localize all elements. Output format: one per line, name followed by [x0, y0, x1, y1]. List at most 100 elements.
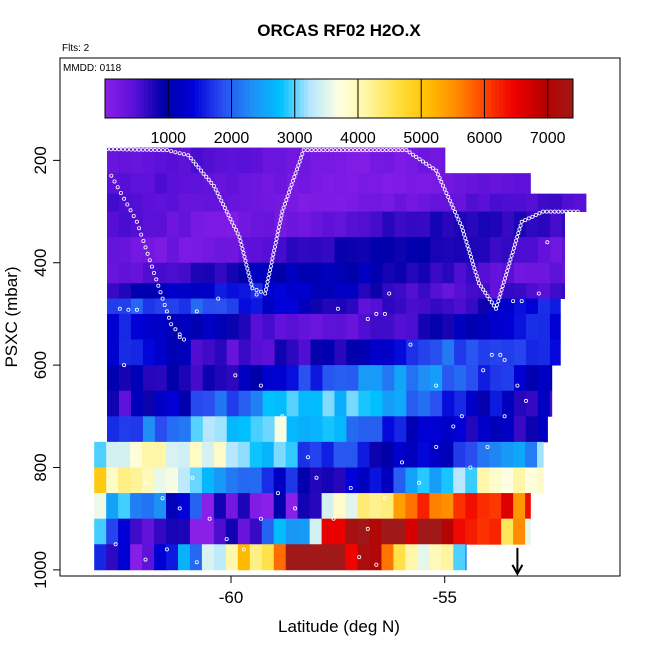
track-point: [113, 147, 118, 152]
heatmap-cell: [214, 173, 228, 195]
track-point: [147, 258, 152, 263]
heatmap-cell: [177, 493, 191, 520]
heatmap-cell: [273, 441, 287, 468]
heatmap-cell: [274, 339, 288, 366]
heatmap-cell: [225, 544, 239, 571]
heatmap-cell: [525, 441, 538, 468]
heatmap-cell: [454, 262, 467, 284]
heatmap-cell: [430, 339, 443, 366]
track-point: [442, 187, 447, 192]
heatmap-cell: [549, 193, 563, 212]
heatmap-cell: [154, 390, 168, 417]
colorbar-segment: [452, 79, 457, 118]
heatmap-cell: [406, 298, 419, 315]
heatmap-cell: [118, 467, 131, 494]
heatmap-cell: [238, 298, 252, 315]
heatmap-cell: [322, 283, 336, 299]
heatmap-cell: [358, 262, 371, 284]
track-point: [151, 270, 156, 275]
heatmap-cell: [298, 298, 312, 315]
track-point: [300, 151, 305, 156]
heatmap-cell: [190, 147, 204, 174]
heatmap-cell: [441, 441, 454, 468]
heatmap-cell: [417, 493, 430, 520]
track-point: [140, 147, 145, 152]
heatmap-cell: [250, 147, 264, 174]
colorbar-tick-label: 6000: [467, 130, 503, 147]
track-point: [166, 315, 171, 320]
heatmap-cell: [490, 173, 503, 195]
heatmap-cell: [406, 211, 419, 238]
heatmap-cell: [537, 339, 551, 366]
heatmap-cell: [262, 365, 276, 392]
colorbar-segment: [335, 79, 340, 118]
heatmap-cell: [321, 493, 335, 520]
track-point: [481, 368, 486, 373]
y-tick-label: 800: [31, 453, 50, 481]
track-point: [430, 166, 435, 171]
track-point: [437, 176, 442, 181]
track-point: [467, 251, 472, 256]
track-point: [439, 179, 444, 184]
track-point: [280, 209, 285, 214]
heatmap-cell: [250, 390, 264, 417]
track-point: [118, 190, 123, 195]
track-point: [143, 245, 148, 250]
track-point: [152, 147, 157, 152]
heatmap-cell: [382, 147, 395, 174]
heatmap-cell: [237, 493, 251, 520]
heatmap-cell: [334, 283, 348, 299]
heatmap-cell: [298, 339, 312, 366]
heatmap-cell: [310, 313, 324, 340]
heatmap-cell: [262, 339, 276, 366]
heatmap-cell: [477, 467, 490, 494]
heatmap-cell: [358, 173, 371, 195]
heatmap-cell: [321, 544, 335, 571]
heatmap-cell: [502, 283, 515, 299]
heatmap-cell: [166, 441, 179, 468]
heatmap-cell: [490, 237, 503, 264]
track-point: [128, 147, 133, 152]
track-point: [267, 271, 272, 276]
heatmap-cell: [142, 339, 156, 366]
colorbar-segment: [264, 79, 270, 118]
colorbar-segment: [342, 79, 348, 118]
heatmap-cell: [454, 313, 467, 340]
heatmap-cell: [322, 262, 336, 284]
heatmap-cell: [370, 390, 383, 417]
heatmap-cell: [201, 467, 215, 494]
colorbar-segment: [319, 79, 324, 118]
track-point: [269, 260, 274, 265]
heatmap-cell: [441, 544, 454, 571]
heatmap-cell: [466, 211, 479, 238]
heatmap-cell: [178, 365, 192, 392]
heatmap-cell: [393, 493, 407, 520]
heatmap-cell: [190, 237, 204, 264]
heatmap-cell: [154, 193, 168, 212]
track-point: [164, 309, 169, 314]
track-point: [285, 194, 290, 199]
heatmap-cell: [130, 173, 144, 195]
y-tick-label: 600: [31, 351, 50, 379]
heatmap-cell: [513, 493, 526, 520]
heatmap-cell: [358, 365, 371, 392]
heatmap-cell: [226, 298, 240, 315]
heatmap-cell: [333, 467, 347, 494]
track-point: [219, 198, 224, 203]
heatmap-cell: [478, 339, 491, 366]
heatmap-cell: [465, 441, 478, 468]
colorbar-segment: [315, 79, 320, 118]
heatmap-cell: [262, 283, 276, 299]
heatmap-cell: [442, 262, 455, 284]
heatmap-cell: [238, 365, 252, 392]
heatmap-cell: [502, 211, 515, 238]
colorbar-segment: [366, 79, 371, 118]
colorbar-segment: [163, 79, 168, 118]
heatmap-cell: [513, 441, 526, 468]
heatmap-cell: [333, 441, 347, 468]
track-point: [365, 316, 370, 321]
heatmap-cell: [357, 544, 371, 571]
colorbar-segment: [327, 79, 332, 118]
heatmap-cell: [453, 467, 466, 494]
track-point: [145, 251, 150, 256]
